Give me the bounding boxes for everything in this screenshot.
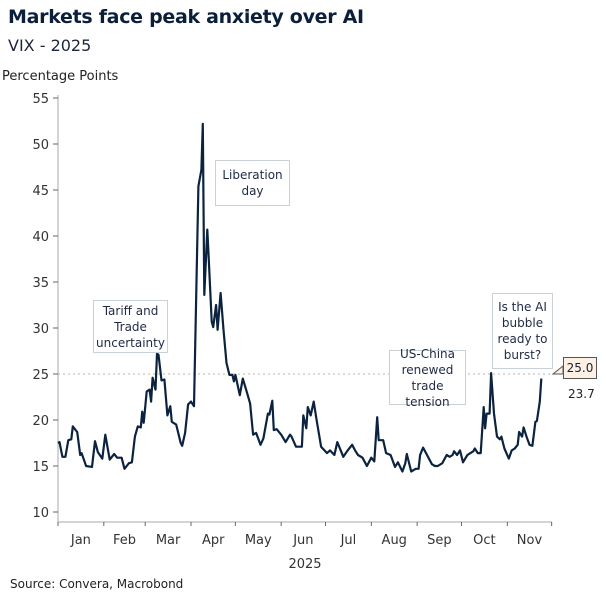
- x-axis-title: 2025: [288, 557, 321, 572]
- x-tick-label: Jan: [70, 533, 91, 548]
- x-tick-label: Aug: [382, 533, 407, 548]
- y-tick-label: 50: [32, 138, 49, 153]
- y-tick-label: 45: [32, 184, 49, 199]
- y-tick-label: 35: [32, 276, 49, 291]
- annotation-tariff: Tariff and Trade uncertainty: [93, 300, 168, 353]
- x-tick-label: Apr: [202, 533, 225, 548]
- x-tick-label: Jun: [292, 533, 313, 548]
- chart-subtitle: VIX - 2025: [8, 36, 92, 55]
- annotation-us-china: US-China renewed trade tension: [389, 347, 466, 409]
- y-tick-label: 25: [32, 368, 49, 383]
- x-tick-label: Mar: [156, 533, 181, 548]
- y-tick-label: 55: [32, 92, 49, 107]
- x-tick-label: Oct: [473, 533, 495, 548]
- x-tick-label: Nov: [517, 533, 543, 548]
- x-tick-label: Jul: [340, 533, 357, 548]
- source-note: Source: Convera, Macrobond: [10, 577, 184, 591]
- annotation-ai-bubble: Is the AI bubble ready to burst?: [492, 293, 553, 369]
- x-tick-label: May: [245, 533, 272, 548]
- chart-title: Markets face peak anxiety over AI: [8, 6, 364, 28]
- x-tick-label: Sep: [427, 533, 452, 548]
- y-tick-label: 10: [32, 506, 49, 521]
- vix-series-line: [57, 122, 543, 473]
- annotation-liberation-day: Liberation day: [215, 160, 290, 206]
- last-value-label: 23.7: [568, 387, 595, 401]
- reference-value-tag: 25.0: [563, 357, 597, 379]
- y-axis-label: Percentage Points: [2, 69, 119, 84]
- y-tick-label: 30: [32, 322, 49, 337]
- tag-pointer: [551, 364, 564, 375]
- y-tick-label: 15: [32, 460, 49, 475]
- y-tick-label: 40: [32, 230, 49, 245]
- axes: 10 15 20 25 30 35 40 45 50 55 Jan Feb Mar Apr May Jun Ju…: [32, 92, 553, 548]
- x-tick-label: Feb: [113, 533, 136, 548]
- y-tick-label: 20: [32, 414, 49, 429]
